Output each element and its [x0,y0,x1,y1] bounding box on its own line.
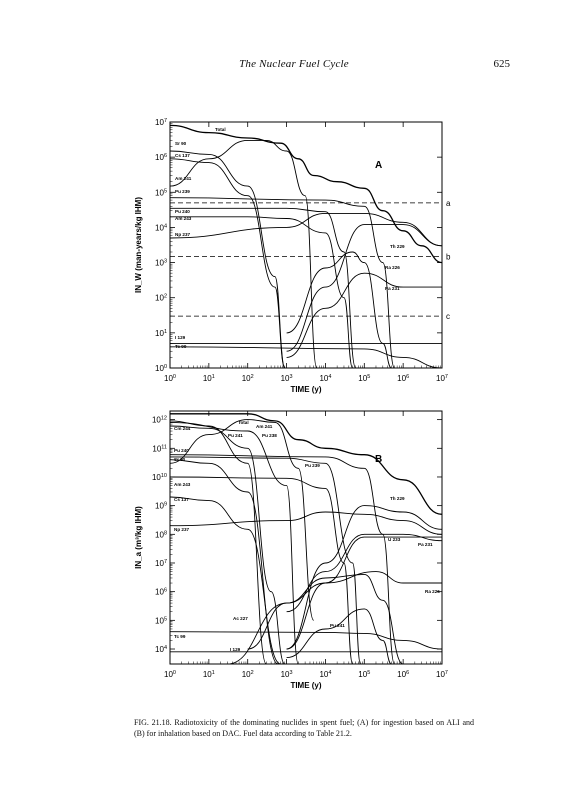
series-label-am-243: Am 243 [175,216,192,221]
series-label-ra-226: Ra 226 [385,265,400,270]
series-cs-137 [170,497,281,664]
series-pu-241-late [287,609,392,664]
x-tick-label: 107 [436,670,448,679]
series-label-np-237: Np 237 [175,232,191,237]
y-tick-label: 1012 [152,416,167,425]
panel-letter: A [375,160,382,171]
series-label-th-229: Th 229 [390,496,405,501]
x-tick-label: 100 [164,670,176,679]
y-tick-label: 107 [155,118,167,127]
y-tick-label: 103 [155,259,167,268]
series-ac-227 [227,574,403,664]
series-th-229 [287,506,442,649]
series-label-cm-244: Cm 244 [174,426,191,431]
series-label-am-241: Am 241 [256,424,273,429]
y-tick-label: 105 [155,616,167,625]
series-label-pu-239: Pu 239 [305,463,320,468]
series-label-cs-137: Cs 137 [174,497,189,502]
series-label-cs-137: Cs 137 [175,153,190,158]
x-tick-label: 101 [203,374,215,383]
x-tick-label: 104 [319,670,331,679]
x-tick-label: 100 [164,374,176,383]
y-tick-label: 106 [155,153,167,162]
series-pu-240 [170,208,356,368]
x-tick-label: 107 [436,374,448,383]
series-ra-226 [248,572,442,649]
panel-b: 100 101 102 103 104 105 106 107 104 105 106 107 108 1… [134,411,448,690]
series-am-241 [170,140,317,368]
series-pu-238 [170,422,298,664]
panel-a: 100 101 102 103 104 105 106 107 100 101 102 103 104 1… [134,118,451,394]
y-tick-label: 108 [155,530,167,539]
y-tick-label: 101 [155,329,167,338]
x-tick-label: 106 [397,670,409,679]
series-label-am-243: Am 243 [174,482,191,487]
series-sr-90 [170,460,278,664]
x-axis-label: TIME (y) [290,385,321,394]
series-label-pa-231: Pa 231 [418,542,433,547]
series-label-sr-90: Sr 90 [174,457,186,462]
series-pu-239 [170,198,395,368]
series-label-am-241: Am 241 [175,176,192,181]
series-label-tc-99: Tc 99 [175,344,187,349]
series-label-pa-231: Pa 231 [385,286,400,291]
x-tick-label: 101 [203,670,215,679]
x-tick-label: 106 [397,374,409,383]
x-axis-label: TIME (y) [290,681,321,690]
y-tick-label: 107 [155,559,167,568]
series-np-237 [170,213,442,245]
series-label-pu-241-late: Pu 241 [330,623,345,628]
series-label-pu-238: Pu 238 [262,433,277,438]
figure-caption: FIG. 21.18. Radiotoxicity of the dominat… [134,717,474,739]
series-label-th-229: Th 229 [390,244,405,249]
series-label-sr-90: Sr 90 [175,141,187,146]
y-tick-label: 1010 [152,473,167,482]
series-label-np-237: Np 237 [174,527,190,532]
x-tick-label: 102 [242,670,254,679]
y-tick-label: 109 [155,502,167,511]
series-total [170,125,442,262]
series-tc-99 [170,632,442,649]
series-label-u-233: U 233 [388,537,401,542]
series-label-i-129: I 129 [230,647,241,652]
panel-letter: B [375,454,382,465]
y-axis-label: IN_a (m³/kg IHM) [134,506,143,569]
x-tick-label: 105 [358,374,370,383]
series-label-ra-226: Ra 226 [425,589,440,594]
reference-level-label: c [446,312,450,321]
series-label-ac-227: Ac 227 [233,616,248,621]
series-label-pu-240: Pu 240 [174,448,189,453]
reference-level-label: a [446,199,451,208]
series-label-total: Total [215,127,226,132]
y-tick-label: 104 [155,645,167,654]
series-label-pu-239: Pu 239 [175,189,190,194]
y-tick-label: 106 [155,588,167,597]
x-tick-label: 102 [242,374,254,383]
y-tick-label: 1011 [152,444,167,453]
series-label-i-129: I 129 [175,335,186,340]
y-axis-label: IN_W (man-years/kg IHM) [134,197,143,293]
series-label-pu-241: Pu 241 [228,433,243,438]
series-label-tc-99: Tc 99 [174,634,186,639]
x-tick-label: 104 [319,374,331,383]
x-tick-label: 105 [358,670,370,679]
y-tick-label: 105 [155,188,167,197]
reference-level-label: b [446,252,451,261]
y-tick-label: 102 [155,294,167,303]
series-sr-90 [170,151,285,368]
series-label-pu-240: Pu 240 [175,209,190,214]
y-tick-label: 104 [155,223,167,232]
x-tick-label: 103 [281,670,293,679]
y-tick-label: 100 [155,364,167,373]
x-tick-label: 103 [281,374,293,383]
series-pa-231 [287,273,442,357]
series-tc-99 [170,347,442,368]
series-np-237 [170,512,442,534]
